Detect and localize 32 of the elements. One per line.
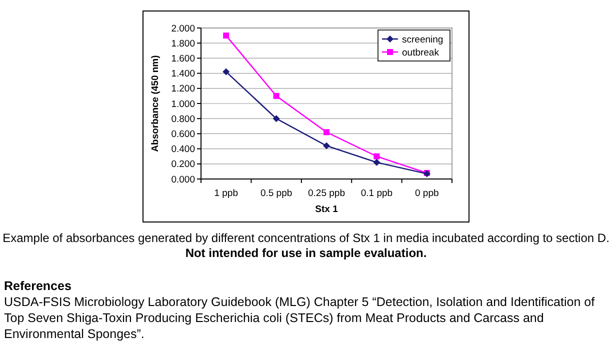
legend-label: screening: [402, 34, 444, 46]
legend-label: outbreak: [402, 47, 440, 58]
point: [222, 68, 230, 76]
y-tick-label: 1.600: [171, 54, 195, 65]
point: [323, 142, 330, 150]
point: [373, 158, 380, 166]
x-axis-title: Stx 1: [315, 204, 339, 215]
x-tick-label: 0.5 ppb: [260, 188, 292, 199]
y-tick-label: 0.200: [171, 159, 195, 170]
y-tick-label: 2.000: [171, 23, 195, 34]
point: [272, 115, 280, 122]
y-tick-label: 0.000: [171, 174, 195, 186]
y-tick-label: 1.400: [171, 68, 195, 80]
y-tick-label: 0.600: [171, 129, 195, 140]
y-axis-title: Absorbance (450 nm): [150, 55, 161, 152]
point: [223, 32, 230, 39]
y-tick-label: 1.800: [171, 38, 195, 50]
x-tick-label: 0.1 ppb: [360, 188, 393, 199]
y-tick-label: 1.200: [171, 84, 195, 95]
x-tick-label: 0 ppb: [415, 188, 439, 199]
y-tick-label: 0.800: [171, 114, 195, 125]
text: Not intended for use in sample evaluation.: [185, 246, 427, 260]
text: Example of absorbances generated by different concentrations of Stx 1 in media incubated according to section D.: [2, 231, 610, 245]
x-tick-label: 1 ppb: [214, 188, 238, 199]
text: References: [4, 279, 72, 293]
y-tick-label: 0.400: [171, 144, 195, 156]
point: [374, 153, 380, 160]
point: [324, 129, 330, 136]
y-tick-label: 1.000: [171, 98, 195, 110]
point: [273, 92, 280, 99]
text: USDA-FSIS Microbiology Laboratory Guidebook (MLG) Chapter 5 “Detection, Isolation and Identification of Top Seven Shiga-Toxin Producing Escherichia coli (STECs) from Meat Products and Carcass and Environmental Sponges”.: [4, 295, 596, 341]
x-tick-label: 0.25 ppb: [308, 188, 345, 199]
